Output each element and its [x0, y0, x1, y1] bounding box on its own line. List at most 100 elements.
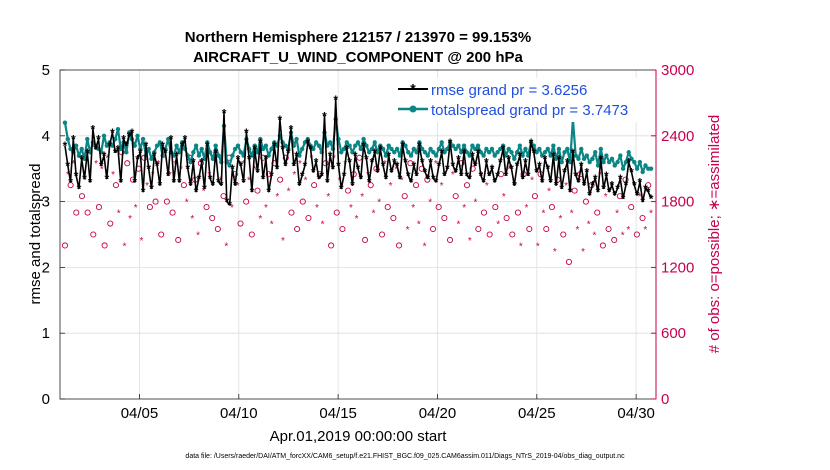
obs-possible-point — [639, 214, 646, 222]
totalspread-point — [598, 146, 603, 152]
totalspread-point — [235, 143, 241, 148]
rmse-point: * — [610, 179, 615, 193]
totalspread-point — [380, 146, 386, 152]
rmse-point: * — [317, 172, 322, 186]
chart-subtitle: AIRCRAFT_U_WIND_COMPONENT @ 200 hPa — [193, 49, 523, 66]
obs-possible-point — [112, 182, 119, 189]
rmse-point: * — [171, 175, 176, 189]
rmse-point: * — [191, 156, 196, 170]
totalspread-point — [456, 143, 461, 148]
totalspread-point — [392, 150, 397, 155]
rmse-point: * — [618, 172, 623, 186]
rmse-point: * — [152, 149, 157, 163]
obs-possible-point — [435, 204, 442, 211]
rmse-point: * — [386, 149, 391, 163]
x-axis-ticks: 04/05 04/10 04/15 04/20 04/25 04/30 — [121, 394, 655, 422]
legend-rmse-label: rmse grand pr = 3.6256 — [431, 82, 587, 99]
obs-assimilated-point: * — [287, 187, 291, 198]
rmse-point: * — [403, 156, 408, 170]
totalspread-point — [609, 156, 615, 162]
totalspread-point — [258, 136, 263, 142]
rmse-point: * — [540, 175, 545, 189]
rmse-point: * — [202, 182, 207, 196]
totalspread-point — [478, 150, 483, 155]
rmse-point: * — [562, 165, 567, 179]
obs-assimilated-point: * — [575, 225, 579, 236]
rmse-point: * — [529, 136, 534, 150]
obs-possible-point — [367, 182, 374, 189]
rmse-point: * — [163, 146, 168, 160]
rmse-point: * — [523, 156, 528, 170]
plot-area — [60, 70, 656, 399]
rmse-point: * — [526, 169, 531, 183]
rmse-point: * — [543, 152, 548, 166]
totalspread-point — [366, 150, 372, 155]
totalspread-point — [581, 156, 587, 162]
rmse-point: * — [216, 175, 221, 189]
rmse-point: * — [325, 175, 330, 189]
rmse-point: * — [582, 179, 587, 193]
rmse-point: * — [272, 139, 277, 153]
totalspread-point — [403, 143, 408, 148]
y-tick-label: 5 — [42, 62, 50, 79]
obs-assimilated-point: * — [541, 209, 545, 220]
rmse-point: * — [554, 179, 559, 193]
obs-assimilated-point: * — [111, 170, 115, 181]
totalspread-point — [509, 150, 514, 155]
obs-possible-point — [248, 231, 255, 238]
rmse-point: * — [211, 179, 216, 193]
rmse-point: * — [537, 159, 542, 173]
obs-assimilated-point: * — [496, 220, 500, 231]
rmse-point: * — [180, 139, 185, 153]
totalspread-point — [565, 146, 570, 152]
totalspread-point — [545, 146, 550, 152]
obs-assimilated-point: * — [508, 165, 512, 176]
totalspread-point — [341, 146, 347, 152]
totalspread-point — [428, 146, 433, 152]
totalspread-point — [79, 146, 84, 152]
obs-assimilated-point: * — [411, 203, 415, 214]
rmse-point: * — [63, 139, 68, 153]
rmse-point: * — [448, 136, 453, 150]
rmse-point: * — [336, 159, 341, 173]
rmse-point: * — [467, 172, 472, 186]
rmse-point: * — [626, 156, 631, 170]
rmse-point: * — [568, 185, 573, 199]
totalspread-point — [76, 153, 82, 158]
rmse-point: * — [160, 139, 165, 153]
legend-spread-label: totalspread grand pr = 3.7473 — [431, 102, 628, 119]
totalspread-point — [433, 153, 439, 158]
rmse-point: * — [573, 169, 578, 183]
totalspread-point — [299, 146, 305, 152]
rmse-point: * — [459, 169, 464, 183]
obs-assimilated-point: * — [406, 225, 410, 236]
totalspread-point — [249, 153, 255, 158]
rmse-point: * — [308, 142, 313, 156]
x-tick-label: 04/15 — [319, 405, 357, 422]
obs-assimilated-point: * — [128, 214, 132, 225]
obs-assimilated-point: * — [202, 187, 206, 198]
obs-possible-point — [277, 176, 284, 183]
obs-assimilated-point: * — [134, 203, 138, 214]
rmse-point: * — [358, 172, 363, 186]
obs-assimilated-point: * — [564, 181, 568, 192]
totalspread-point — [73, 143, 79, 148]
obs-assimilated-point: * — [105, 154, 109, 165]
obs-possible-point — [599, 242, 606, 249]
rmse-point: * — [604, 169, 609, 183]
totalspread-point — [620, 166, 626, 171]
rmse-point: * — [227, 198, 232, 212]
obs-assimilated-point: * — [377, 198, 381, 209]
obs-assimilated-point: * — [315, 203, 319, 214]
obs-assimilated-point: * — [423, 241, 427, 252]
rmse-point: * — [266, 185, 271, 199]
obs-possible-point — [288, 209, 295, 216]
obs-assimilated-point: * — [536, 241, 540, 252]
rmse-point: * — [585, 165, 590, 179]
y2-axis-label: # of obs: o=possible; ∗=assimilated — [706, 115, 723, 354]
totalspread-point — [612, 163, 617, 168]
rmse-point: * — [565, 156, 570, 170]
totalspread-point — [408, 153, 414, 158]
rmse-point: * — [294, 149, 299, 163]
y-axis-ticks: 0 1 2 3 4 5 — [42, 62, 65, 408]
